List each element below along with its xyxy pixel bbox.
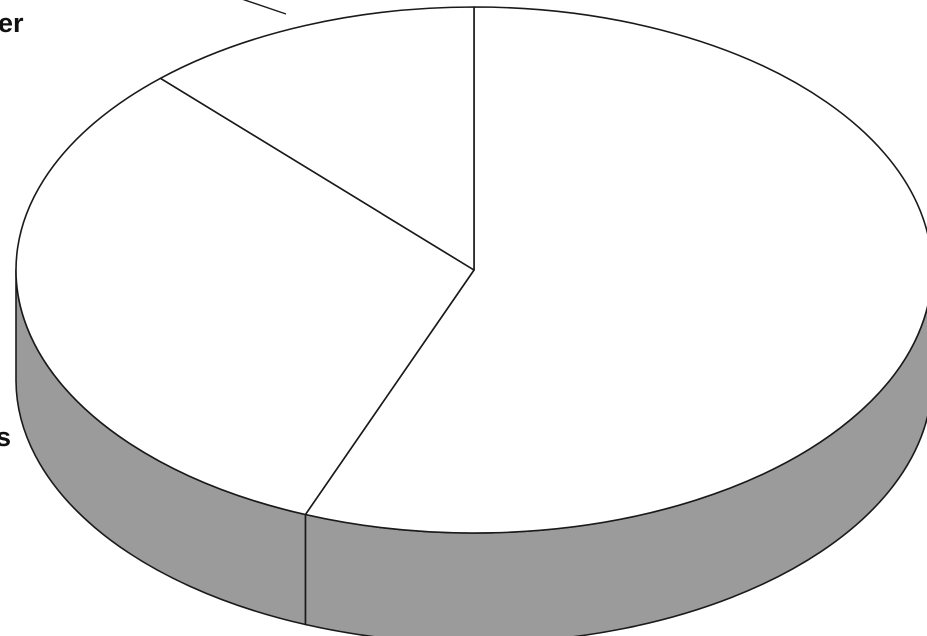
leader-line bbox=[242, 0, 287, 15]
slice-top-1 bbox=[15, 77, 475, 516]
slice-label-1: s bbox=[0, 422, 11, 452]
slice-label-2: er bbox=[0, 8, 24, 38]
slice-top-2 bbox=[159, 6, 475, 271]
pie-top bbox=[15, 6, 927, 534]
slice-top-0 bbox=[304, 6, 927, 534]
pie-labels: er s bbox=[0, 0, 287, 452]
